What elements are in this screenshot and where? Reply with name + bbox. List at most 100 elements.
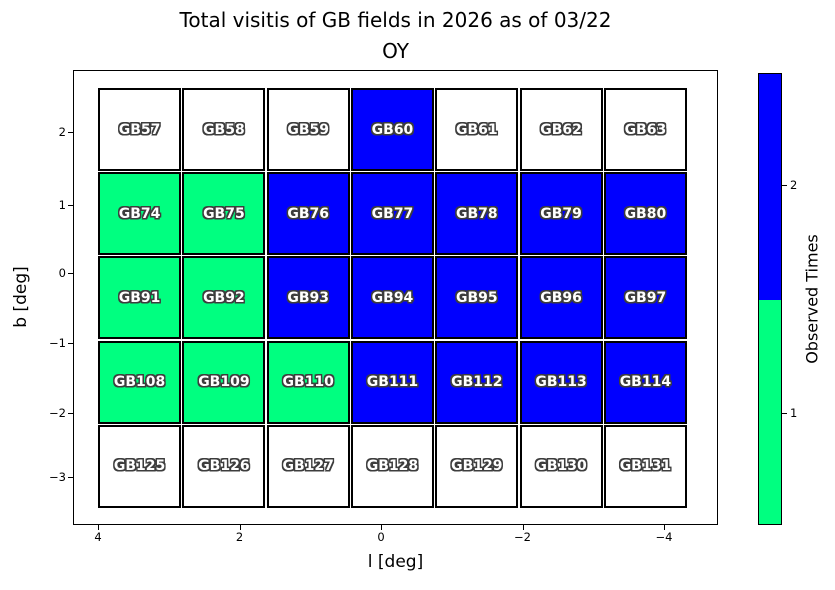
field-label: GB95: [455, 289, 498, 306]
field-label: GB74: [118, 205, 161, 222]
y-axis-label: b [deg]: [11, 266, 31, 328]
y-tick-mark: [68, 273, 73, 275]
colorbar-tick-label: 2: [790, 178, 798, 192]
field-cell-gb79: GB79: [519, 172, 603, 256]
field-label: GB97: [624, 289, 667, 306]
x-tick-mark: [381, 525, 383, 530]
field-cell-gb111: GB111: [350, 340, 435, 424]
field-label: GB75: [203, 205, 245, 222]
x-tick-mark: [522, 525, 524, 530]
field-label: GB61: [455, 121, 498, 138]
field-label: GB79: [540, 205, 582, 222]
field-label: GB91: [118, 289, 161, 306]
y-tick-mark: [68, 132, 73, 134]
field-cell-gb94: GB94: [350, 256, 435, 340]
field-cell-gb130: GB130: [519, 424, 603, 508]
x-tick-mark: [98, 525, 100, 530]
x-axis-label: l [deg]: [367, 552, 424, 572]
field-label: GB78: [455, 205, 498, 222]
field-cell-gb109: GB109: [182, 340, 266, 424]
y-tick-label: −3: [49, 470, 66, 484]
field-cell-gb97: GB97: [603, 256, 687, 340]
y-tick-label: −1: [49, 336, 66, 350]
field-cell-gb108: GB108: [98, 340, 182, 424]
field-cell-gb61: GB61: [435, 88, 519, 172]
field-label: GB96: [540, 289, 582, 306]
field-label: GB92: [203, 289, 245, 306]
field-label: GB57: [118, 121, 161, 138]
y-tick-mark: [68, 413, 73, 415]
chart-title: Total visitis of GB fields in 2026 as of…: [73, 5, 718, 67]
field-cell-gb80: GB80: [603, 172, 687, 256]
field-label: GB59: [287, 121, 330, 138]
field-cell-gb95: GB95: [435, 256, 519, 340]
field-label: GB131: [619, 458, 672, 475]
field-label: GB109: [198, 374, 250, 391]
field-cell-gb131: GB131: [603, 424, 687, 508]
field-cell-gb91: GB91: [98, 256, 182, 340]
field-label: GB126: [198, 458, 250, 475]
x-tick-mark: [664, 525, 666, 530]
colorbar-segment-observed-once: [759, 299, 781, 524]
field-cell-gb114: GB114: [603, 340, 687, 424]
y-tick-mark: [68, 205, 73, 207]
field-cell-gb58: GB58: [182, 88, 266, 172]
colorbar-tick-mark: [782, 413, 787, 415]
field-label: GB114: [619, 374, 672, 391]
x-tick-label: −4: [655, 530, 673, 544]
field-cell-gb76: GB76: [266, 172, 350, 256]
field-label: GB58: [203, 121, 245, 138]
field-cell-gb63: GB63: [603, 88, 687, 172]
field-label: GB60: [371, 121, 414, 138]
x-tick-label: 2: [235, 530, 244, 544]
field-cell-gb110: GB110: [266, 340, 350, 424]
field-label: GB62: [540, 121, 582, 138]
field-label: GB63: [624, 121, 667, 138]
field-cell-gb126: GB126: [182, 424, 266, 508]
y-tick-label: 2: [58, 125, 66, 139]
chart-title-line2: OY: [382, 39, 409, 63]
field-label: GB108: [113, 374, 166, 391]
field-cell-gb59: GB59: [266, 88, 350, 172]
colorbar-segment-observed-twice: [759, 74, 781, 300]
field-cell-gb78: GB78: [435, 172, 519, 256]
field-cell-gb113: GB113: [519, 340, 603, 424]
field-cell-gb62: GB62: [519, 88, 603, 172]
field-cell-gb57: GB57: [98, 88, 182, 172]
field-label: GB94: [371, 289, 414, 306]
field-cell-gb129: GB129: [435, 424, 519, 508]
x-tick-label: 4: [94, 530, 102, 544]
x-tick-label: −2: [514, 530, 531, 544]
field-label: GB127: [282, 458, 334, 475]
field-label: GB125: [113, 458, 166, 475]
field-cell-gb75: GB75: [182, 172, 266, 256]
chart-title-line1: Total visitis of GB fields in 2026 as of…: [179, 8, 612, 32]
field-cell-gb92: GB92: [182, 256, 266, 340]
y-tick-label: 0: [58, 266, 66, 280]
y-tick-label: −2: [49, 406, 66, 420]
field-label: GB80: [624, 205, 667, 222]
colorbar: [758, 73, 782, 525]
field-cell-gb93: GB93: [266, 256, 350, 340]
field-label: GB110: [282, 374, 334, 391]
y-tick-mark: [68, 343, 73, 345]
field-cell-gb112: GB112: [435, 340, 519, 424]
field-cell-gb125: GB125: [98, 424, 182, 508]
field-cell-gb128: GB128: [350, 424, 435, 508]
field-label: GB128: [366, 458, 419, 475]
field-cell-gb127: GB127: [266, 424, 350, 508]
field-label: GB76: [287, 205, 330, 222]
field-label: GB111: [366, 374, 419, 391]
field-cell-gb60: GB60: [350, 88, 435, 172]
field-label: GB93: [287, 289, 330, 306]
colorbar-tick-mark: [782, 185, 787, 187]
field-label: GB77: [371, 205, 414, 222]
field-label: GB130: [535, 458, 587, 475]
field-cell-gb96: GB96: [519, 256, 603, 340]
field-label: GB113: [535, 374, 587, 391]
field-label: GB129: [451, 458, 503, 475]
field-cell-gb74: GB74: [98, 172, 182, 256]
field-cell-gb77: GB77: [350, 172, 435, 256]
x-tick-label: 0: [377, 530, 385, 544]
